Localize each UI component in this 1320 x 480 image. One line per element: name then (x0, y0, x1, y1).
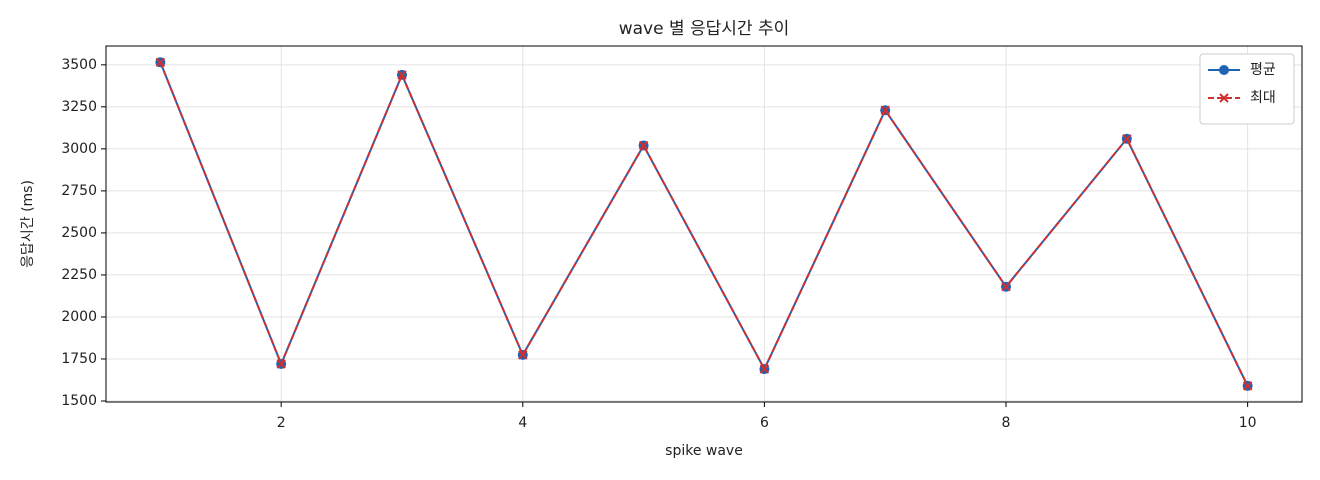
y-tick-label: 3000 (61, 141, 97, 157)
x-tick-label: 6 (760, 415, 769, 431)
marker (397, 70, 407, 80)
y-tick-label: 2000 (61, 309, 97, 325)
legend-label: 평균 (1250, 62, 1276, 78)
y-tick-label: 2750 (61, 183, 97, 199)
marker (1242, 381, 1253, 391)
x-tick-label: 10 (1239, 415, 1257, 431)
series-line (159, 61, 1249, 387)
marker (638, 140, 649, 151)
series-line (159, 61, 1249, 387)
marker (518, 350, 528, 360)
marker (759, 364, 770, 374)
marker (1001, 281, 1011, 292)
y-tick-label: 3250 (61, 99, 97, 115)
y-tick-label: 3500 (61, 57, 97, 73)
marker (880, 105, 890, 115)
x-tick-label: 8 (1002, 415, 1011, 431)
marker (276, 359, 286, 369)
legend-box (1199, 53, 1295, 125)
y-tick-label: 1500 (61, 393, 97, 409)
y-tick-label: 1750 (61, 351, 97, 367)
plot-frame (105, 45, 1303, 403)
x-tick-label: 2 (277, 415, 286, 431)
marker (1122, 134, 1132, 144)
legend-marker (1219, 93, 1229, 103)
x-tick-label: 4 (518, 415, 527, 431)
x-axis-label: spike wave (665, 443, 743, 459)
legend-label: 최대 (1250, 90, 1276, 106)
chart-title: wave 별 응답시간 추이 (619, 19, 790, 39)
y-tick-label: 2250 (61, 267, 97, 283)
legend-marker (1219, 65, 1229, 75)
marker (155, 57, 166, 68)
y-axis-label: 응답시간 (ms) (20, 180, 36, 268)
y-tick-label: 2500 (61, 225, 97, 241)
